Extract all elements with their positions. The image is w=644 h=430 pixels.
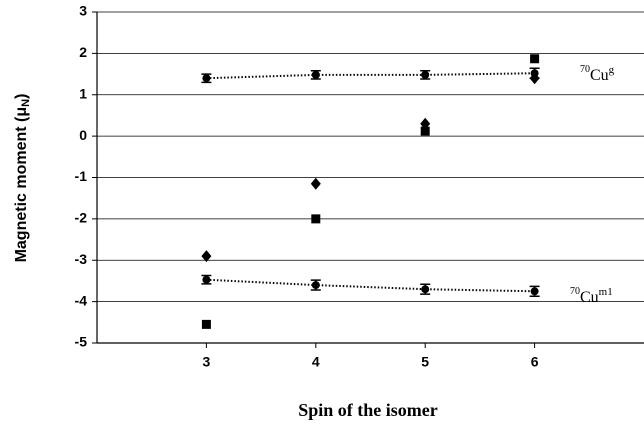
- y-label-sub: N: [20, 99, 32, 107]
- state: m1: [599, 286, 613, 298]
- y-tick-label: 2: [79, 44, 87, 60]
- y-tick-label: -2: [75, 210, 88, 226]
- x-tick-label: 5: [421, 354, 429, 370]
- point: [202, 275, 211, 284]
- y-tick-label: -3: [75, 251, 88, 267]
- point: [202, 74, 211, 83]
- point: [420, 126, 430, 136]
- y-tick-label: 1: [79, 85, 87, 101]
- element: Cu: [580, 289, 599, 306]
- x-axis-label: Spin of the isomer: [298, 400, 438, 420]
- mass: 70: [580, 64, 590, 75]
- point: [201, 250, 212, 263]
- x-tick-label: 4: [312, 354, 320, 370]
- y-tick-label: -5: [75, 334, 88, 350]
- x-tick-label: 6: [531, 354, 539, 370]
- point: [530, 287, 539, 296]
- point: [310, 177, 321, 190]
- y-axis-label: Magnetic moment (μN): [13, 94, 32, 263]
- y-tick-label: 0: [79, 127, 87, 143]
- annotation: 70Cug: [580, 64, 615, 84]
- point: [311, 281, 320, 290]
- point: [201, 319, 211, 329]
- y-label-text: Magnetic moment (μ: [13, 107, 30, 263]
- y-label-end: ): [13, 94, 30, 99]
- point: [530, 54, 540, 64]
- point: [311, 214, 321, 224]
- x-tick-label: 3: [203, 354, 211, 370]
- point: [421, 285, 430, 294]
- fit-line: [206, 278, 535, 293]
- point: [311, 70, 320, 79]
- y-tick-label: 3: [79, 3, 87, 19]
- y-tick-label: -4: [75, 292, 88, 308]
- element: Cu: [590, 67, 609, 84]
- annotation: 70Cum1: [570, 286, 613, 306]
- mass: 70: [570, 286, 580, 297]
- state: g: [609, 64, 615, 76]
- y-tick-label: -1: [75, 168, 88, 184]
- fit-line: [206, 72, 535, 80]
- point: [421, 70, 430, 79]
- point: [529, 72, 540, 85]
